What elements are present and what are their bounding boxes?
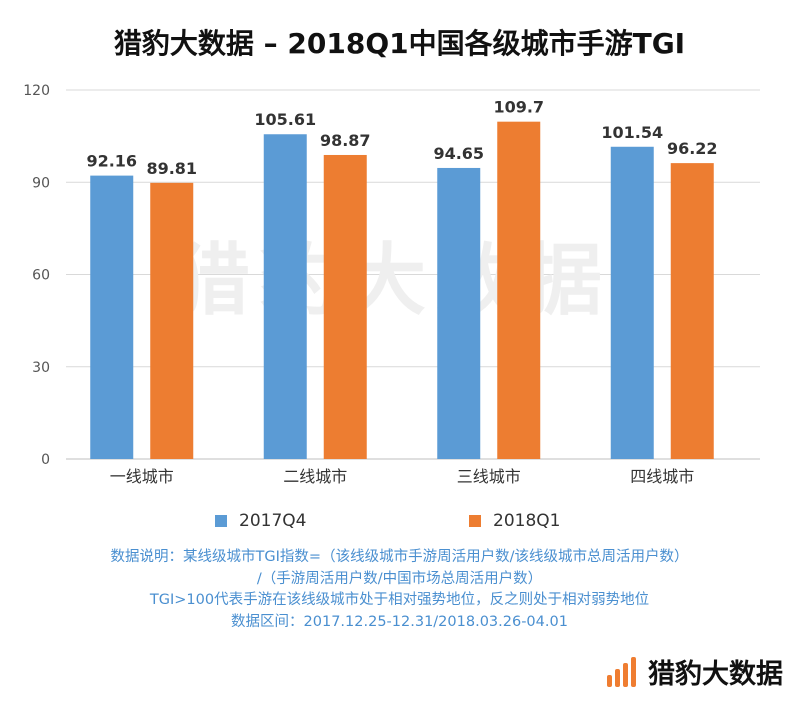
data-label: 92.16 — [86, 152, 137, 171]
bar-2017q4-4 — [610, 146, 654, 459]
x-tick-label: 一线城市 — [110, 467, 174, 486]
data-label: 89.81 — [146, 159, 197, 178]
legend-item-2018q1: 2018Q1 — [469, 511, 560, 531]
note-line: /（手游周活用户数/中国市场总周活用户数） — [256, 570, 543, 587]
legend-item-2017q4: 2017Q4 — [215, 511, 306, 531]
y-tick-label: 0 — [41, 452, 50, 468]
legend: 2017Q4 2018Q1 — [0, 511, 799, 535]
data-label: 105.61 — [254, 110, 316, 129]
y-tick-label: 30 — [32, 360, 50, 376]
legend-swatch-2018q1 — [469, 515, 481, 527]
bars — [90, 121, 714, 460]
bar-2017q4-3 — [437, 167, 481, 460]
note-line: 数据说明：某线级城市TGI指数=（该线级城市手游周活用户数/该线级城市总周活用户… — [110, 549, 689, 565]
bar-2018q1-2 — [323, 154, 367, 460]
x-axis-ticks: 一线城市 二线城市 三线城市 四线城市 — [110, 467, 695, 486]
x-tick-label: 二线城市 — [283, 467, 347, 486]
bar-2017q4-2 — [263, 134, 307, 459]
data-label: 98.87 — [320, 131, 371, 150]
data-label: 96.22 — [667, 139, 718, 158]
bar-2017q4-1 — [90, 175, 134, 459]
y-tick-label: 60 — [32, 268, 50, 284]
bar-2018q1-4 — [670, 163, 714, 459]
data-label: 94.65 — [433, 144, 484, 163]
note-line: TGI>100代表手游在该线级城市处于相对强势地位，反之则处于相对弱势地位 — [149, 592, 650, 608]
y-tick-label: 120 — [23, 83, 50, 99]
legend-label-2017q4: 2017Q4 — [239, 511, 307, 531]
data-label: 101.54 — [601, 123, 663, 142]
y-axis-ticks: 0 30 60 90 120 — [23, 83, 50, 468]
note-line: 数据区间：2017.12.25-12.31/2018.03.26-04.01 — [231, 613, 568, 630]
bar-2018q1-1 — [150, 182, 194, 460]
cheetah-bars-icon — [607, 656, 639, 687]
y-tick-label: 90 — [32, 175, 50, 191]
brand-logo: 猎豹大数据 — [607, 652, 783, 691]
brand-name: 猎豹大数据 — [648, 659, 783, 690]
legend-swatch-2017q4 — [215, 515, 227, 527]
data-label: 109.7 — [493, 98, 544, 117]
x-tick-label: 四线城市 — [630, 467, 694, 486]
bar-2018q1-3 — [497, 121, 541, 460]
x-tick-label: 三线城市 — [457, 467, 521, 486]
data-notes: 数据说明：某线级城市TGI指数=（该线级城市手游周活用户数/该线级城市总周活用户… — [0, 547, 799, 633]
legend-label-2018q1: 2018Q1 — [493, 511, 561, 531]
watermark-text: 猎豹大数据 — [172, 236, 612, 326]
chart-title: 猎豹大数据 – 2018Q1中国各级城市手游TGI — [113, 27, 686, 60]
